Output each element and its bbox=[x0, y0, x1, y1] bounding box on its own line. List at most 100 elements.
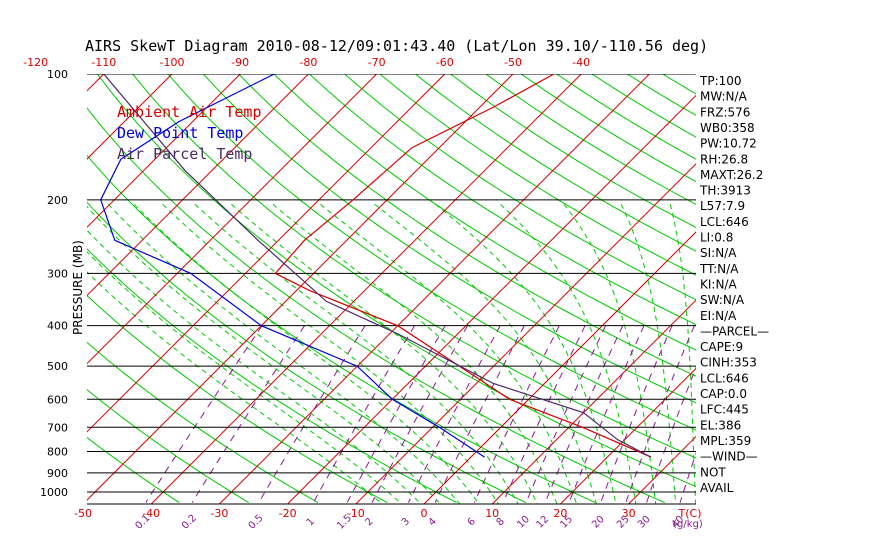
index-entry: LCL:646 bbox=[700, 371, 749, 385]
moist-adiabat-line bbox=[107, 203, 461, 504]
dry-adiabat-line bbox=[132, 74, 696, 459]
mixing-ratio-line bbox=[407, 325, 501, 503]
pressure-tick-label: 100 bbox=[47, 68, 68, 81]
mixing-ratio-line bbox=[525, 325, 607, 503]
index-entry: L57:7.9 bbox=[700, 199, 745, 213]
index-entry: SW:N/A bbox=[700, 293, 745, 307]
legend-entry: Dew Point Temp bbox=[117, 124, 243, 142]
index-entry: EI:N/A bbox=[700, 309, 737, 323]
isotherm-line bbox=[87, 74, 241, 228]
dry-adiabat-line bbox=[344, 74, 696, 301]
mixing-ratio-tick-label: 2 bbox=[363, 516, 375, 528]
mixing-ratio-tick-label: 30 bbox=[636, 514, 653, 531]
isotherm-line bbox=[355, 163, 696, 504]
y-axis-label: PRESSURE (MB) bbox=[71, 240, 85, 335]
chart-title: AIRS SkewT Diagram 2010-08-12/09:01:43.4… bbox=[85, 37, 708, 55]
moist-adiabat-line bbox=[374, 203, 597, 504]
index-entry: PW:10.72 bbox=[700, 137, 757, 151]
moist-adiabat-line bbox=[133, 203, 480, 504]
dry-adiabat-line bbox=[485, 74, 696, 205]
top-temp-tick-label: -50 bbox=[504, 56, 522, 69]
index-entry: SI:N/A bbox=[700, 246, 737, 260]
top-temperature-axis: -120 -110 -100 -90 -80 -70 -60 -50 -40 bbox=[23, 56, 590, 69]
isotherm-line bbox=[87, 74, 514, 501]
top-temp-tick-label: -80 bbox=[299, 56, 317, 69]
moist-adiabat-line bbox=[87, 205, 442, 504]
dry-adiabat-line bbox=[414, 74, 696, 252]
moist-adiabat-line bbox=[320, 203, 578, 504]
mixing-ratio-tick-label: 4 bbox=[427, 516, 439, 528]
mixing-ratio-tick-label: 3 bbox=[400, 516, 412, 528]
mixing-ratio-line bbox=[258, 325, 366, 503]
isotherm-line bbox=[0, 74, 36, 504]
bottom-temp-tick-label: 30 bbox=[622, 507, 636, 520]
isotherm-line bbox=[833, 74, 870, 504]
index-entry: LCL:646 bbox=[700, 215, 749, 229]
top-temp-tick-label: -90 bbox=[231, 56, 249, 69]
pressure-tick-label: 900 bbox=[47, 467, 68, 480]
mixing-ratio-line bbox=[434, 325, 525, 503]
pressure-tick-label: 200 bbox=[47, 194, 68, 207]
index-entry: LFC:445 bbox=[700, 403, 749, 417]
isotherm-line bbox=[87, 74, 446, 433]
isobars bbox=[87, 74, 696, 493]
mixing-ratio-tick-label: 0.2 bbox=[180, 513, 199, 532]
dry-adiabat-line bbox=[273, 74, 696, 351]
mixing-ratio-tick-label: 1 bbox=[305, 516, 317, 528]
index-entry: —WIND— bbox=[700, 450, 758, 464]
isotherms bbox=[0, 74, 870, 504]
index-entry: RH:26.8 bbox=[700, 152, 748, 166]
mixing-ratio-tick-label: 20 bbox=[590, 514, 607, 531]
index-entry: FRZ:576 bbox=[700, 105, 750, 119]
pressure-tick-label: 400 bbox=[47, 320, 68, 333]
moist-adiabat-line bbox=[194, 203, 519, 504]
index-entry: TH:3913 bbox=[699, 184, 751, 198]
pressure-tick-label: 600 bbox=[47, 393, 68, 406]
mixing-ratio-line bbox=[346, 325, 446, 503]
index-entry: CAPE:9 bbox=[700, 340, 743, 354]
isotherm-line bbox=[150, 74, 582, 504]
dry-adiabat-line bbox=[450, 74, 696, 229]
top-temp-tick-label: -100 bbox=[160, 56, 185, 69]
moist-adiabat-line bbox=[620, 204, 677, 504]
pressure-tick-label: 1000 bbox=[40, 486, 68, 499]
moist-adiabat-line bbox=[563, 203, 657, 504]
index-entry: —PARCEL— bbox=[700, 324, 769, 338]
pressure-axis: 100 200 300 400 500 600 700 800 900 1000 bbox=[40, 68, 68, 499]
bottom-temp-tick-label: -40 bbox=[142, 507, 160, 520]
mixing-ratio-tick-label: 12 bbox=[534, 514, 551, 531]
top-temp-tick-label: -60 bbox=[436, 56, 454, 69]
dry-adiabat-line bbox=[804, 74, 870, 503]
top-temp-tick-label: -40 bbox=[572, 56, 590, 69]
moist-adiabat-line bbox=[669, 204, 696, 504]
index-entry: CAP:0.0 bbox=[700, 387, 747, 401]
mixing-ratio-line bbox=[145, 325, 263, 503]
pressure-tick-label: 700 bbox=[47, 421, 68, 434]
isotherm-line bbox=[287, 94, 696, 504]
bottom-temp-unit: T(C) bbox=[678, 507, 702, 520]
isotherm-line bbox=[560, 367, 696, 504]
top-temp-tick-label: -110 bbox=[91, 56, 116, 69]
pressure-tick-label: 300 bbox=[47, 267, 68, 280]
moist-adiabat-line bbox=[272, 203, 558, 504]
plot-area bbox=[0, 74, 870, 504]
mixing-ratio-line bbox=[568, 325, 645, 503]
mixing-ratio-tick-label: 10 bbox=[515, 514, 532, 531]
bottom-temp-tick-label: 20 bbox=[553, 507, 567, 520]
mixing-ratio-line bbox=[473, 325, 560, 503]
bottom-temp-tick-label: 10 bbox=[485, 507, 499, 520]
index-entry: TT:N/A bbox=[699, 262, 739, 276]
index-entry: MW:N/A bbox=[700, 90, 748, 104]
moist-adiabat-line bbox=[87, 271, 383, 504]
dry-adiabat-line bbox=[202, 74, 696, 404]
bottom-temp-tick-label: -20 bbox=[279, 507, 297, 520]
mixing-ratio-line bbox=[502, 325, 586, 503]
dry-adiabat-line bbox=[308, 74, 696, 326]
dew-point-temp-line bbox=[100, 74, 485, 458]
isotherm-line bbox=[423, 231, 696, 504]
dry-adiabat-line bbox=[769, 74, 870, 503]
isotherm-line bbox=[765, 74, 870, 504]
mixing-ratio-line bbox=[600, 325, 673, 503]
index-entry: NOT bbox=[700, 465, 726, 479]
